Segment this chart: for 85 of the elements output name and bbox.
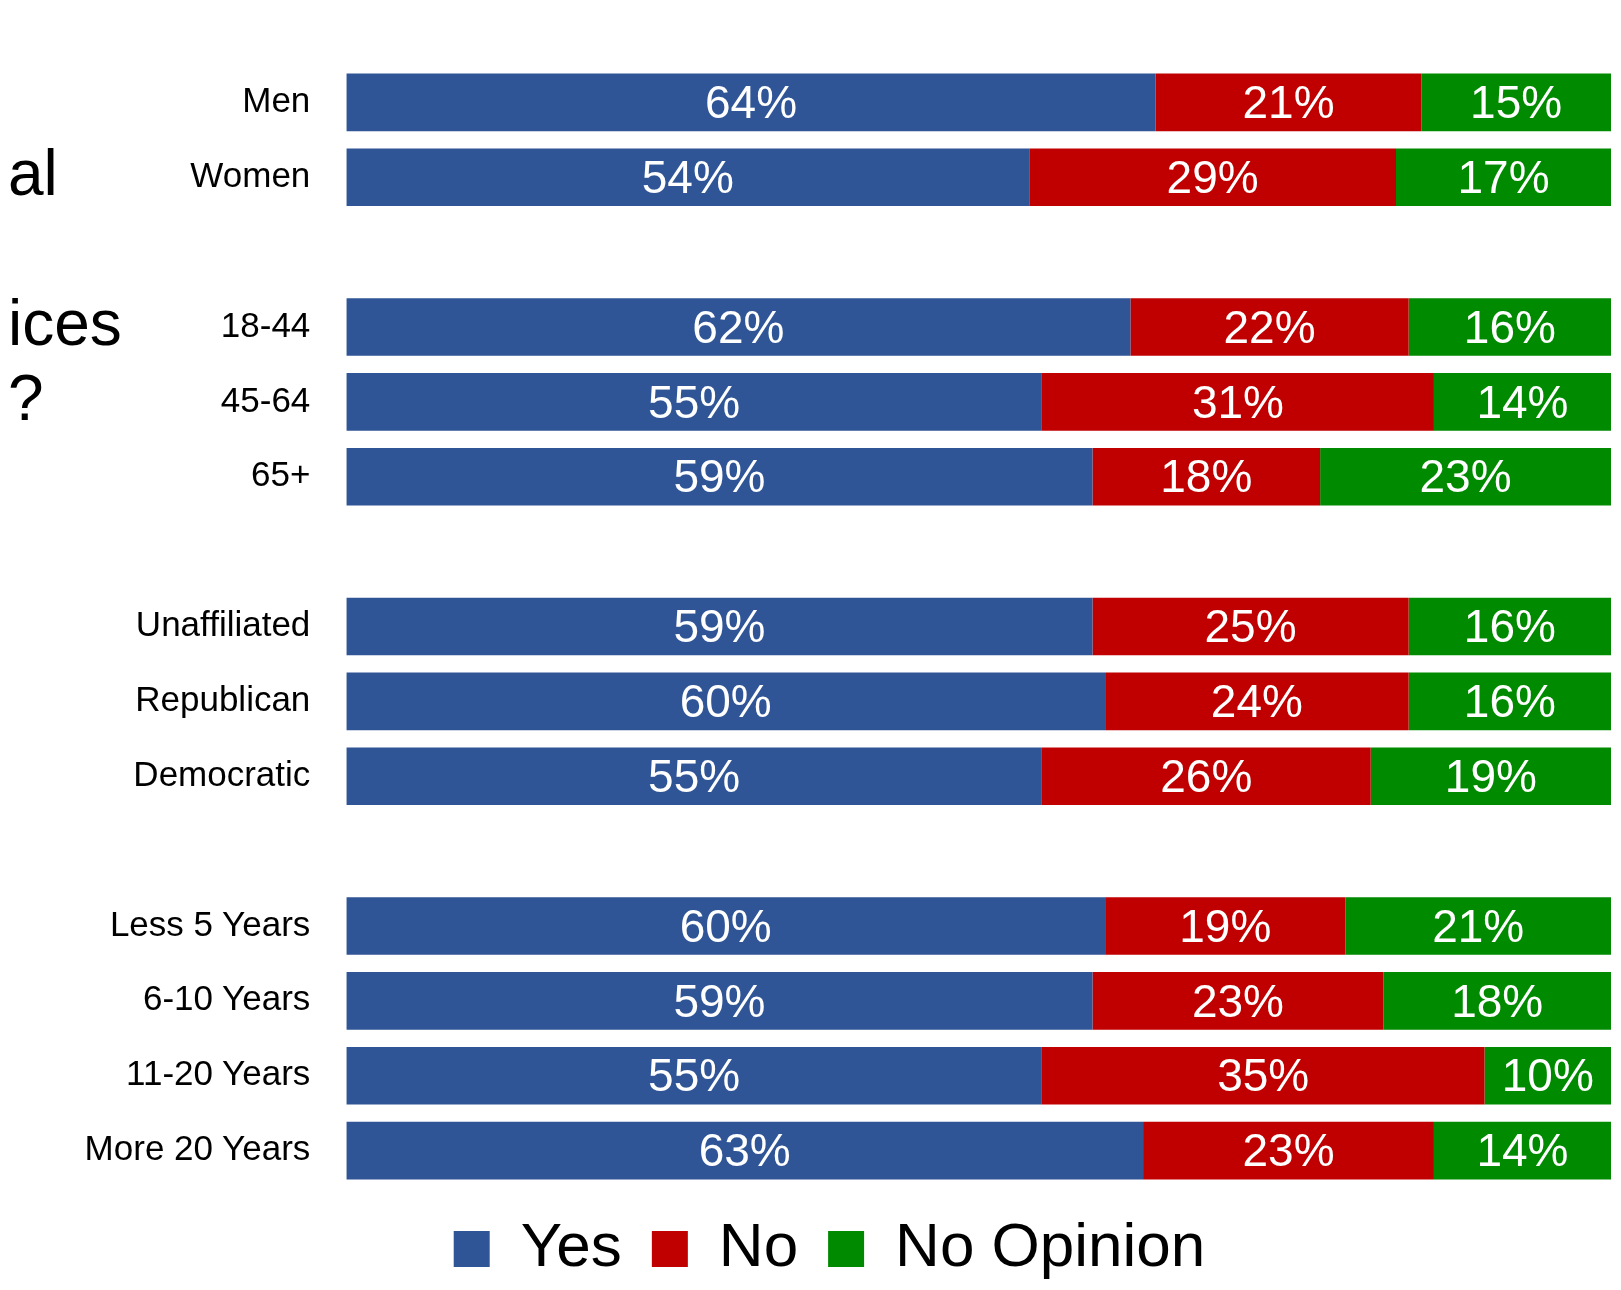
- data-label: 16%: [1463, 300, 1556, 353]
- bar: [1041, 373, 1434, 431]
- bar: [1408, 298, 1611, 356]
- data-label: 21%: [1242, 76, 1335, 129]
- y-tick-label: 45-64: [220, 379, 311, 419]
- data-label: 16%: [1463, 600, 1556, 653]
- data-label: 18%: [1160, 450, 1253, 503]
- bar: [1105, 672, 1409, 731]
- data-label: 35%: [1217, 1049, 1310, 1102]
- data-label: 54%: [641, 150, 734, 203]
- y-tick-label: More 20 Years: [84, 1128, 311, 1168]
- text: ices: [8, 286, 122, 359]
- bar: [1383, 972, 1611, 1030]
- y-tick-label: Republican: [135, 679, 311, 719]
- data-label: 60%: [679, 675, 772, 728]
- data-label: 63%: [698, 1124, 791, 1177]
- y-tick-label: 11-20 Years: [126, 1053, 311, 1093]
- text: al: [8, 136, 58, 209]
- bar: [346, 298, 1131, 356]
- bar: [1092, 972, 1384, 1030]
- data-label: 16%: [1463, 675, 1556, 728]
- bar: [1092, 447, 1321, 506]
- y-tick-label: 18-44: [220, 304, 311, 344]
- y-tick-label: 65+: [250, 454, 311, 494]
- data-label: 25%: [1204, 600, 1297, 653]
- data-label: 55%: [648, 749, 741, 802]
- data-label: 22%: [1223, 300, 1316, 353]
- data-label: 23%: [1419, 450, 1512, 503]
- y-tick-label: Women: [190, 154, 311, 194]
- legend-label: Yes: [520, 1210, 622, 1280]
- bar: [1320, 447, 1611, 506]
- data-label: 64%: [704, 76, 798, 129]
- data-label: 59%: [673, 974, 766, 1027]
- bar: [1092, 597, 1409, 656]
- data-label: 21%: [1432, 899, 1525, 952]
- bar: [346, 672, 1106, 731]
- bar: [1433, 373, 1611, 431]
- bar: [1029, 148, 1397, 207]
- bar: [1345, 897, 1611, 955]
- y-tick-label: 6-10 Years: [142, 978, 311, 1018]
- data-label: 26%: [1160, 749, 1253, 802]
- bar: [1130, 298, 1409, 356]
- bar: [346, 73, 1156, 132]
- data-label: 10%: [1501, 1049, 1594, 1102]
- data-label: 19%: [1444, 749, 1537, 802]
- data-label: 59%: [673, 600, 766, 653]
- y-tick-label: Less 5 Years: [109, 903, 311, 943]
- bar: [346, 447, 1093, 506]
- data-label: 23%: [1191, 974, 1284, 1027]
- data-label: 55%: [648, 375, 741, 428]
- data-label: 14%: [1476, 1124, 1569, 1177]
- bar: [346, 747, 1042, 806]
- y-tick-label: Men: [242, 80, 311, 120]
- data-label: 19%: [1179, 899, 1272, 952]
- data-label: 15%: [1470, 76, 1563, 129]
- y-tick-label: Unaffiliated: [135, 604, 311, 644]
- data-label: 59%: [673, 450, 766, 503]
- data-label: 29%: [1166, 150, 1259, 203]
- bar: [1155, 73, 1422, 132]
- y-tick-label: Democratic: [133, 753, 311, 793]
- bar: [346, 597, 1093, 656]
- text: ?: [8, 361, 44, 434]
- data-label: 17%: [1457, 150, 1550, 203]
- bar: [346, 897, 1106, 955]
- bar: [346, 373, 1042, 431]
- bar: [1105, 897, 1346, 955]
- bar: [1041, 1046, 1485, 1105]
- bar: [1396, 148, 1611, 207]
- data-label: 62%: [692, 300, 785, 353]
- data-label: 24%: [1210, 675, 1303, 728]
- data-label: 23%: [1242, 1124, 1335, 1177]
- bar: [346, 972, 1093, 1030]
- bar: [1143, 1121, 1434, 1180]
- data-label: 14%: [1476, 375, 1569, 428]
- data-label: 55%: [648, 1049, 741, 1102]
- bar: [1041, 747, 1371, 806]
- bar: [346, 1046, 1042, 1105]
- bar: [346, 1121, 1144, 1180]
- legend-label: No Opinion: [895, 1210, 1206, 1280]
- data-label: 60%: [679, 899, 772, 952]
- bar: [1370, 747, 1611, 806]
- legend-label: No: [718, 1210, 799, 1280]
- bar: [346, 148, 1030, 207]
- data-label: 18%: [1451, 974, 1544, 1027]
- data-label: 31%: [1191, 375, 1284, 428]
